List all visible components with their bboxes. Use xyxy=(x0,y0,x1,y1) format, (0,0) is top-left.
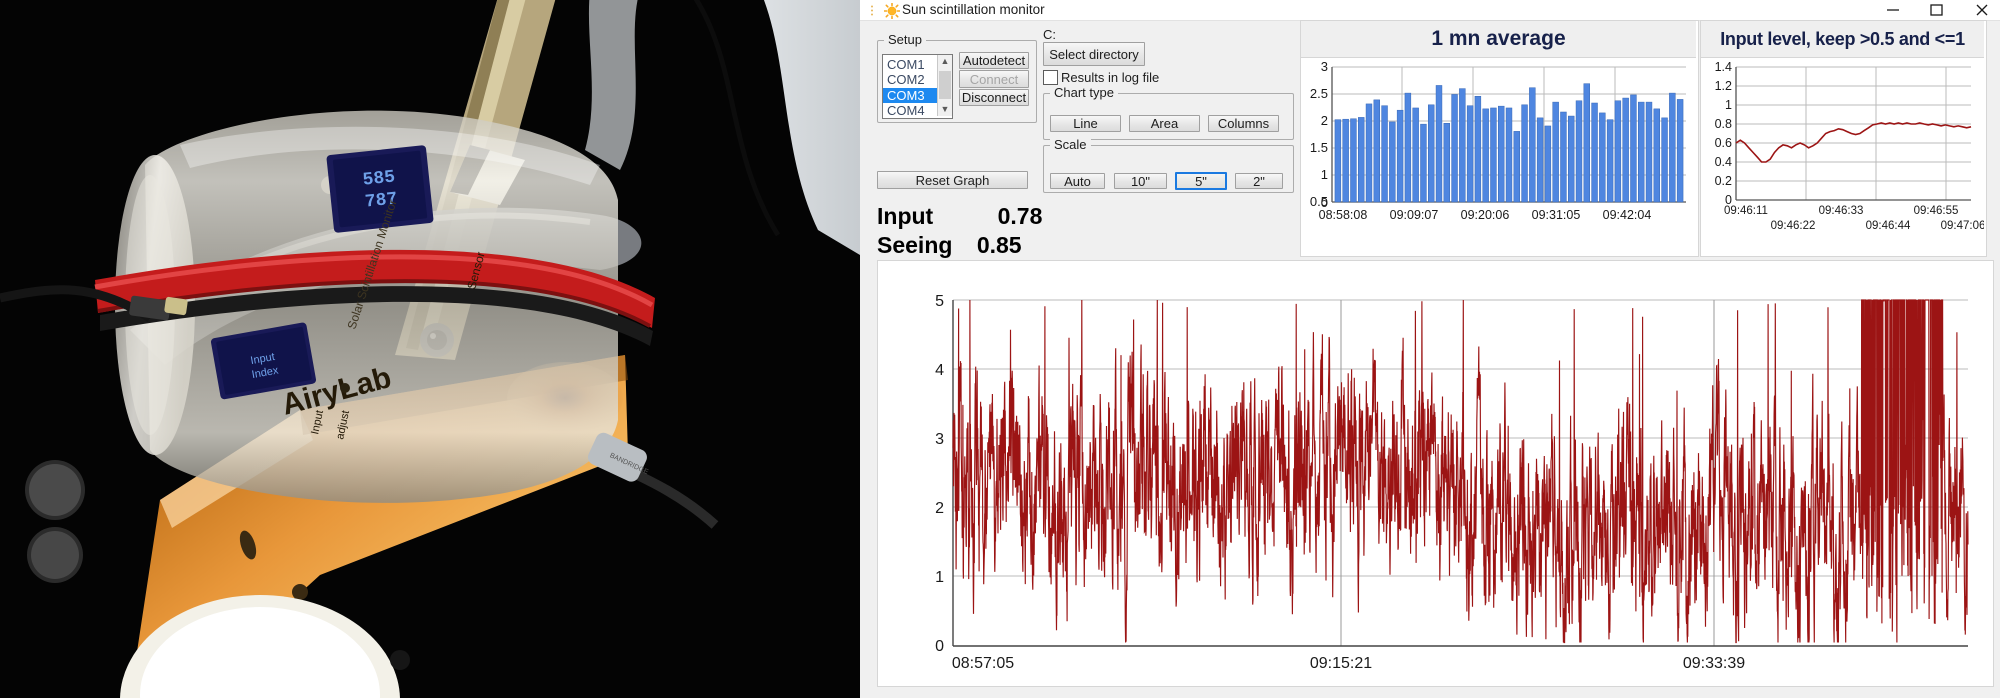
svg-text:09:46:22: 09:46:22 xyxy=(1771,220,1816,232)
svg-text:0.4: 0.4 xyxy=(1715,155,1732,169)
svg-text:0.8: 0.8 xyxy=(1715,117,1732,131)
svg-text:09:42:04: 09:42:04 xyxy=(1603,208,1652,222)
svg-text:4: 4 xyxy=(935,362,944,379)
svg-text:0: 0 xyxy=(935,638,944,655)
svg-text:1.4: 1.4 xyxy=(1715,60,1732,74)
svg-text:09:20:06: 09:20:06 xyxy=(1461,208,1510,222)
svg-text:3: 3 xyxy=(935,431,944,448)
svg-text:09:15:21: 09:15:21 xyxy=(1310,655,1372,672)
svg-text:09:31:05: 09:31:05 xyxy=(1532,208,1581,222)
svg-text:1: 1 xyxy=(1725,98,1732,112)
svg-text:09:47:06: 09:47:06 xyxy=(1941,220,1984,232)
svg-text:09:46:33: 09:46:33 xyxy=(1819,205,1864,217)
svg-text:09:09:07: 09:09:07 xyxy=(1390,208,1439,222)
svg-text:09:46:55: 09:46:55 xyxy=(1914,205,1959,217)
svg-text:2.5: 2.5 xyxy=(1310,86,1328,101)
svg-text:1: 1 xyxy=(1321,167,1328,182)
svg-text:09:33:39: 09:33:39 xyxy=(1683,655,1745,672)
svg-text:0.2: 0.2 xyxy=(1715,174,1732,188)
svg-text:2: 2 xyxy=(1321,113,1328,128)
svg-text:08:58:08: 08:58:08 xyxy=(1319,208,1368,222)
svg-text:08:57:05: 08:57:05 xyxy=(952,655,1014,672)
svg-text:09:46:11: 09:46:11 xyxy=(1724,205,1768,217)
svg-text:1.5: 1.5 xyxy=(1310,140,1328,155)
svg-text:3: 3 xyxy=(1321,59,1328,74)
svg-text:5: 5 xyxy=(935,293,944,310)
svg-text:585: 585 xyxy=(362,167,396,190)
svg-text:09:46:44: 09:46:44 xyxy=(1866,220,1911,232)
svg-text:1.2: 1.2 xyxy=(1715,79,1732,93)
svg-text:2: 2 xyxy=(935,500,944,517)
svg-text:1: 1 xyxy=(935,569,944,586)
svg-text:0.6: 0.6 xyxy=(1715,136,1732,150)
